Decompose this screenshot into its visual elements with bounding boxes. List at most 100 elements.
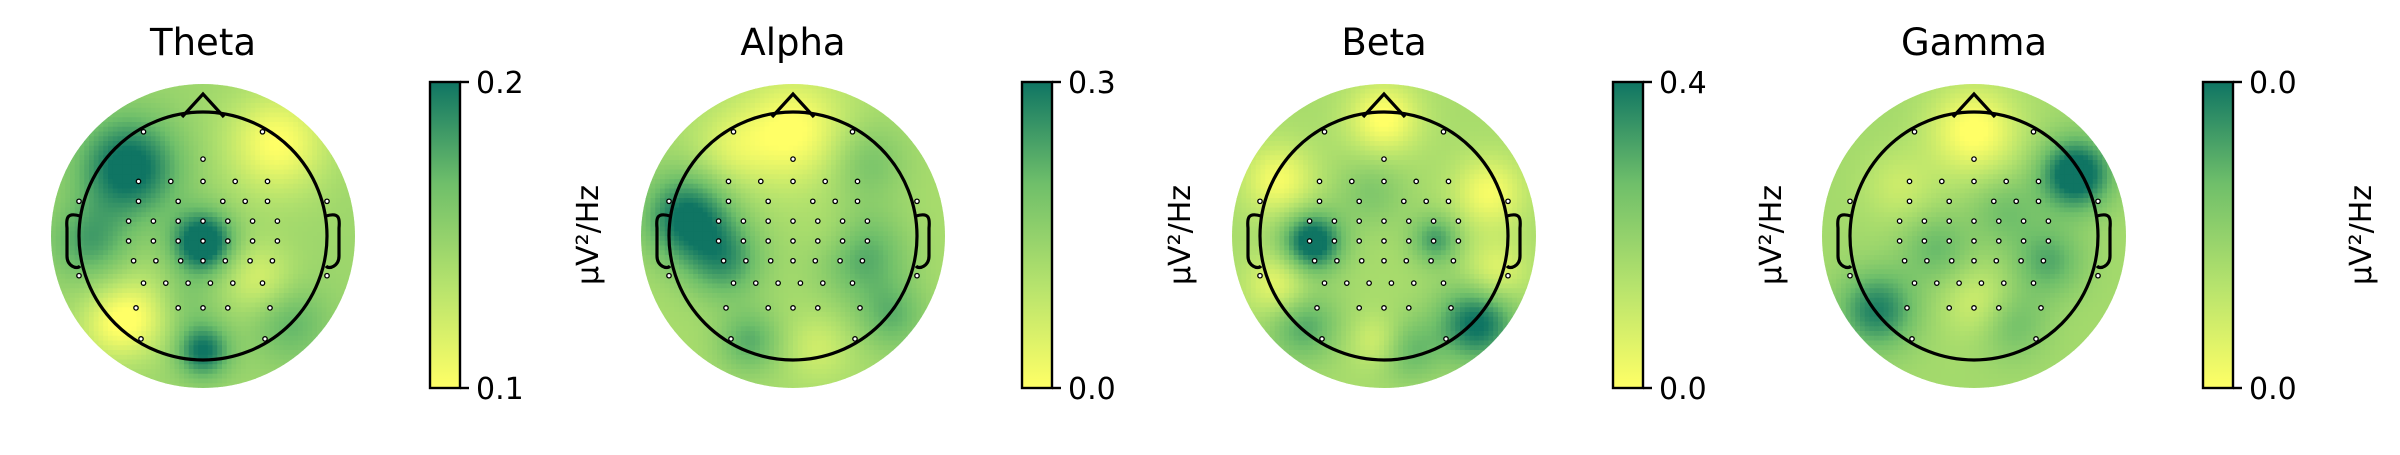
heat-cell bbox=[684, 193, 689, 198]
heat-cell bbox=[232, 198, 237, 203]
heat-cell bbox=[184, 132, 189, 137]
heat-cell bbox=[94, 127, 99, 132]
heat-cell bbox=[750, 269, 755, 274]
heat-cell bbox=[165, 360, 170, 365]
heat-cell bbox=[198, 331, 203, 336]
heat-cell bbox=[341, 179, 346, 184]
heat-cell bbox=[760, 165, 765, 170]
heat-cell bbox=[765, 122, 770, 127]
heat-cell bbox=[769, 312, 774, 317]
heat-cell bbox=[241, 170, 246, 175]
heat-cell bbox=[118, 117, 123, 122]
heat-cell bbox=[712, 265, 717, 270]
heat-cell bbox=[84, 160, 89, 165]
heat-cell bbox=[665, 179, 670, 184]
heat-cell bbox=[665, 170, 670, 175]
heat-cell bbox=[232, 193, 237, 198]
heat-cell bbox=[712, 117, 717, 122]
heat-cell bbox=[741, 317, 746, 322]
heat-cell bbox=[103, 203, 108, 208]
heat-cell bbox=[750, 383, 755, 388]
heat-cell bbox=[132, 369, 137, 374]
heat-cell bbox=[774, 369, 779, 374]
colorbar-max-label: 0.2 bbox=[476, 66, 524, 101]
heat-cell bbox=[722, 288, 727, 293]
heat-cell bbox=[236, 265, 241, 270]
heat-cell bbox=[89, 155, 94, 160]
heat-cell bbox=[132, 103, 137, 108]
heat-cell bbox=[260, 326, 265, 331]
heat-cell bbox=[689, 122, 694, 127]
heat-cell bbox=[246, 170, 251, 175]
heat-cell bbox=[232, 345, 237, 350]
heat-cell bbox=[146, 132, 151, 137]
heat-cell bbox=[246, 141, 251, 146]
heat-cell bbox=[289, 336, 294, 341]
heat-cell bbox=[61, 284, 66, 289]
heat-cell bbox=[665, 208, 670, 213]
heat-cell bbox=[284, 312, 289, 317]
heat-cell bbox=[274, 265, 279, 270]
heat-cell bbox=[232, 151, 237, 156]
heat-cell bbox=[317, 250, 322, 255]
heat-cell bbox=[127, 189, 132, 194]
heat-cell bbox=[84, 174, 89, 179]
heat-cell bbox=[331, 307, 336, 312]
heat-cell bbox=[260, 198, 265, 203]
heat-cell bbox=[213, 331, 218, 336]
heat-cell bbox=[265, 350, 270, 355]
heat-cell bbox=[175, 265, 180, 270]
heat-cell bbox=[660, 255, 665, 260]
heat-cell bbox=[660, 298, 665, 303]
heat-cell bbox=[141, 364, 146, 369]
heat-cell bbox=[255, 141, 260, 146]
heat-cell bbox=[698, 246, 703, 251]
heat-cell bbox=[189, 293, 194, 298]
heat-cell bbox=[765, 227, 770, 232]
heat-cell bbox=[175, 184, 180, 189]
heat-cell bbox=[189, 94, 194, 99]
heat-cell bbox=[317, 217, 322, 222]
heat-cell bbox=[151, 189, 156, 194]
heat-cell bbox=[327, 208, 332, 213]
heat-cell bbox=[727, 193, 732, 198]
heat-cell bbox=[61, 203, 66, 208]
heat-cell bbox=[80, 307, 85, 312]
heat-cell bbox=[274, 160, 279, 165]
heat-cell bbox=[703, 155, 708, 160]
heat-cell bbox=[322, 326, 327, 331]
heat-cell bbox=[293, 269, 298, 274]
heat-cell bbox=[217, 184, 222, 189]
heat-cell bbox=[350, 198, 355, 203]
heat-cell bbox=[61, 212, 66, 217]
heat-cell bbox=[779, 227, 784, 232]
electrode-marker bbox=[176, 219, 180, 223]
heat-cell bbox=[208, 307, 213, 312]
heat-cell bbox=[251, 136, 256, 141]
heat-cell bbox=[113, 293, 118, 298]
heat-cell bbox=[160, 326, 165, 331]
heat-cell bbox=[184, 288, 189, 293]
heat-cell bbox=[779, 89, 784, 94]
heat-cell bbox=[308, 198, 313, 203]
heat-cell bbox=[774, 255, 779, 260]
heat-cell bbox=[146, 179, 151, 184]
heat-cell bbox=[265, 260, 270, 265]
heat-cell bbox=[189, 374, 194, 379]
panel-title: Theta bbox=[149, 21, 256, 64]
heat-cell bbox=[346, 212, 351, 217]
heat-cell bbox=[674, 227, 679, 232]
heat-cell bbox=[303, 269, 308, 274]
heat-cell bbox=[765, 179, 770, 184]
heat-cell bbox=[141, 170, 146, 175]
heat-cell bbox=[708, 298, 713, 303]
heat-cell bbox=[750, 260, 755, 265]
heat-cell bbox=[284, 222, 289, 227]
heat-cell bbox=[251, 336, 256, 341]
heat-cell bbox=[274, 231, 279, 236]
heat-cell bbox=[727, 298, 732, 303]
heat-cell bbox=[70, 231, 75, 236]
heat-cell bbox=[755, 231, 760, 236]
heat-cell bbox=[184, 350, 189, 355]
heat-cell bbox=[641, 212, 646, 217]
